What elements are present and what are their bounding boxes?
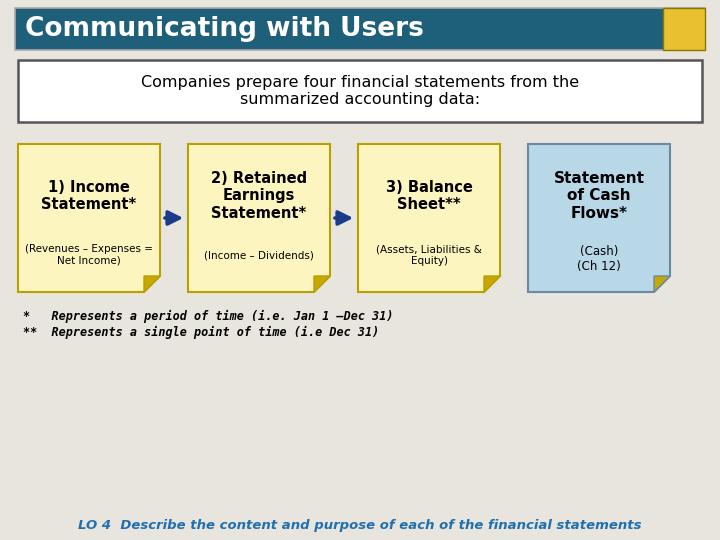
Polygon shape xyxy=(484,276,500,292)
FancyBboxPatch shape xyxy=(663,8,705,50)
FancyBboxPatch shape xyxy=(15,8,705,50)
Text: 1) Income
Statement*: 1) Income Statement* xyxy=(41,180,137,212)
Polygon shape xyxy=(528,144,670,292)
Text: (Revenues – Expenses =
Net Income): (Revenues – Expenses = Net Income) xyxy=(25,244,153,266)
FancyBboxPatch shape xyxy=(18,60,702,122)
Polygon shape xyxy=(144,276,160,292)
Text: Companies prepare four financial statements from the
summarized accounting data:: Companies prepare four financial stateme… xyxy=(141,75,579,107)
Text: Communicating with Users: Communicating with Users xyxy=(25,16,424,42)
Polygon shape xyxy=(18,144,160,292)
Text: *   Represents a period of time (i.e. Jan 1 –Dec 31): * Represents a period of time (i.e. Jan … xyxy=(23,310,394,323)
Polygon shape xyxy=(314,276,330,292)
Polygon shape xyxy=(188,144,330,292)
Text: **  Represents a single point of time (i.e Dec 31): ** Represents a single point of time (i.… xyxy=(23,326,379,339)
Text: LO 4  Describe the content and purpose of each of the financial statements: LO 4 Describe the content and purpose of… xyxy=(78,519,642,532)
Text: (Assets, Liabilities &
Equity): (Assets, Liabilities & Equity) xyxy=(376,244,482,266)
Text: 3) Balance
Sheet**: 3) Balance Sheet** xyxy=(386,180,472,212)
Polygon shape xyxy=(358,144,500,292)
Text: Statement
of Cash
Flows*: Statement of Cash Flows* xyxy=(554,171,644,221)
Text: (Cash)
(Ch 12): (Cash) (Ch 12) xyxy=(577,246,621,273)
Text: 2) Retained
Earnings
Statement*: 2) Retained Earnings Statement* xyxy=(211,171,307,221)
Text: (Income – Dividends): (Income – Dividends) xyxy=(204,250,314,260)
Polygon shape xyxy=(654,276,670,292)
